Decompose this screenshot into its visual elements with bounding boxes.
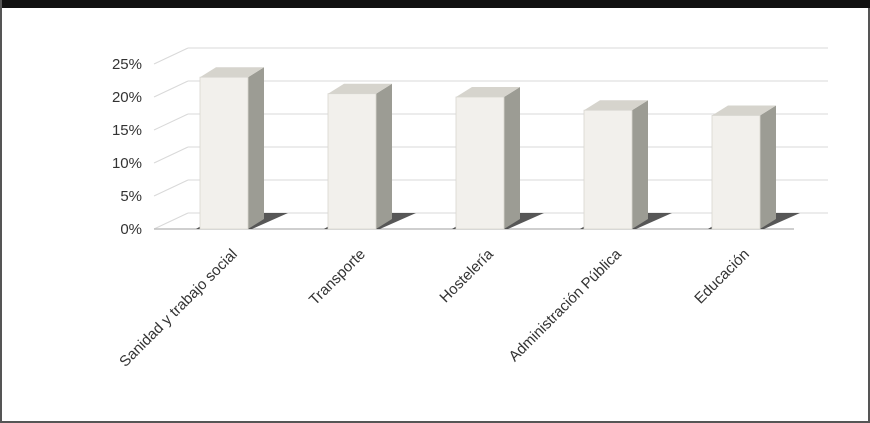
bar-front <box>455 96 505 230</box>
gridline-side <box>153 212 189 230</box>
x-category-label: Sanidad y trabajo social <box>116 246 241 371</box>
bar-top <box>328 83 392 94</box>
bar-top <box>584 100 648 111</box>
y-tick-label: 15% <box>112 122 142 139</box>
gridline-side <box>153 146 189 164</box>
bars <box>196 67 800 230</box>
x-category-label: Administración Pública <box>506 245 626 365</box>
y-axis-ticks: 0% 5% 10% 15% 20% 25% <box>112 56 142 238</box>
gridline-side <box>153 80 189 98</box>
y-tick-label: 25% <box>112 56 142 73</box>
gridline-side <box>153 179 189 197</box>
x-category-label: Hostelería <box>436 245 497 306</box>
x-category-label: Educación <box>691 246 753 308</box>
x-category-label: Transporte <box>306 246 369 309</box>
gridline-side <box>153 113 189 131</box>
bar <box>708 105 800 230</box>
bar-side <box>504 87 520 229</box>
top-border <box>2 0 870 8</box>
y-tick-label: 10% <box>112 155 142 172</box>
bar <box>580 100 672 230</box>
bar-side <box>248 67 264 229</box>
bar-top <box>712 105 776 116</box>
bar-front <box>199 76 249 230</box>
bar-front <box>583 109 633 230</box>
x-axis-categories: Sanidad y trabajo social Transporte Hostel… <box>116 245 753 370</box>
y-tick-label: 20% <box>112 89 142 106</box>
bar-side <box>376 83 392 229</box>
bar-front <box>711 115 761 230</box>
y-tick-label: 0% <box>120 221 142 238</box>
bar <box>324 83 416 230</box>
bar <box>452 87 544 230</box>
gridline-side <box>153 47 189 65</box>
bar <box>196 67 288 230</box>
bar-side <box>760 105 776 229</box>
bar-top <box>456 87 520 97</box>
y-tick-label: 5% <box>120 188 142 205</box>
bar-top <box>200 67 264 78</box>
bar-front <box>327 93 377 230</box>
bar-side <box>632 100 648 229</box>
